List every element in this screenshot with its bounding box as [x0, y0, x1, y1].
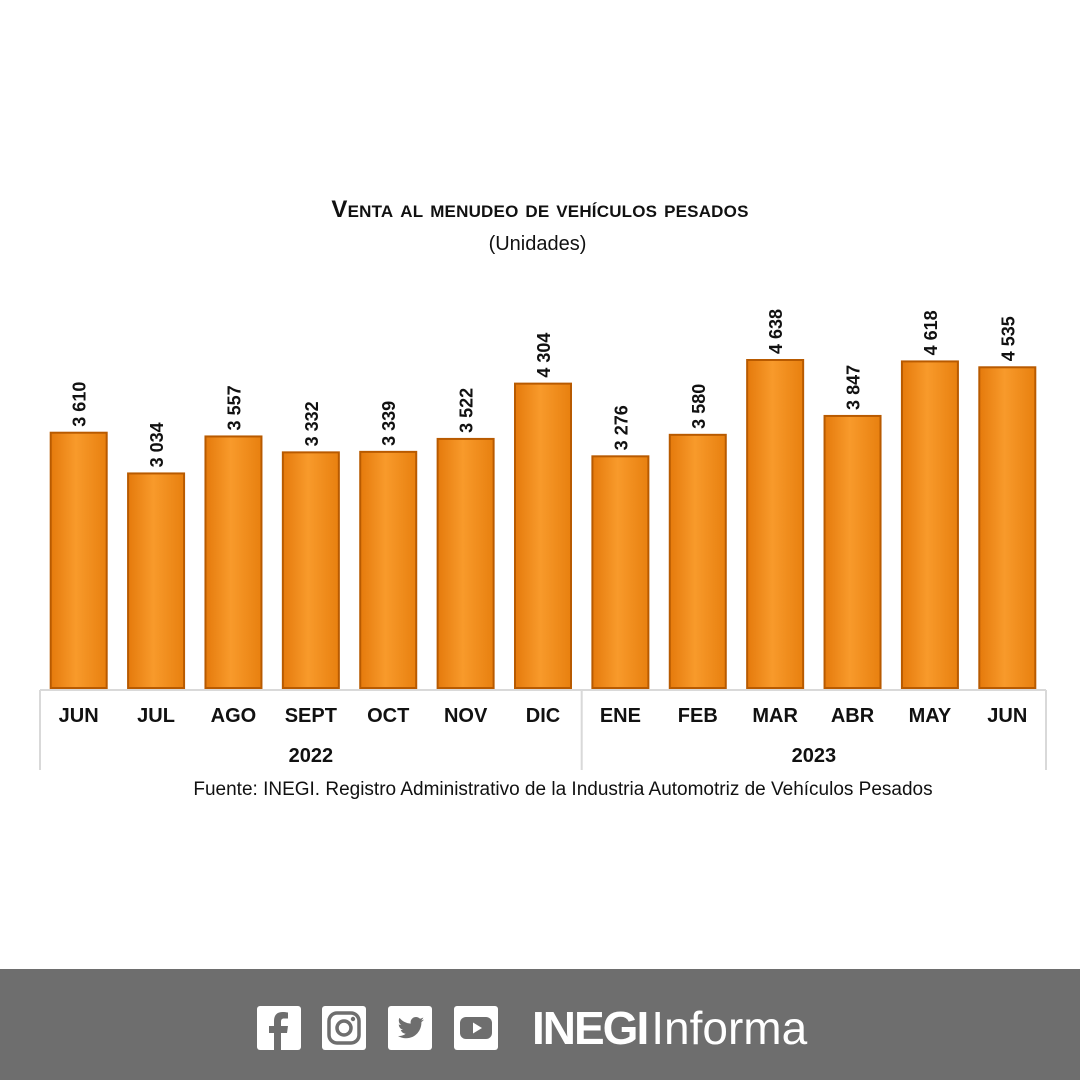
category-label-3: SEPT	[285, 705, 337, 727]
data-label-10: 3 847	[844, 365, 864, 410]
bar-8	[668, 433, 727, 689]
chart-title: Venta al menudeo de vehículos pesados	[331, 196, 749, 223]
data-label-12: 4 535	[998, 316, 1018, 361]
category-label-5: NOV	[444, 705, 488, 727]
inegi-informa-logo: INEGIInforma	[532, 1002, 808, 1054]
source-note: Fuente: INEGI. Registro Administrativo d…	[193, 779, 933, 800]
youtube-icon[interactable]	[454, 1006, 498, 1050]
category-label-8: FEB	[678, 705, 718, 727]
bar-12	[978, 366, 1037, 689]
category-label-11: MAY	[909, 705, 952, 727]
category-label-4: OCT	[367, 705, 409, 727]
category-label-2: AGO	[211, 705, 257, 727]
facebook-icon[interactable]	[257, 1006, 301, 1050]
twitter-icon[interactable]	[388, 1006, 432, 1050]
data-label-6: 4 304	[534, 333, 554, 378]
data-label-7: 3 276	[611, 405, 631, 450]
bar-5	[436, 437, 495, 689]
bar-9	[746, 359, 805, 689]
data-label-1: 3 034	[147, 422, 167, 467]
category-label-7: ENE	[600, 705, 641, 727]
data-label-3: 3 332	[302, 401, 322, 446]
bar-7	[591, 455, 650, 689]
data-label-9: 4 638	[766, 309, 786, 354]
year-label-2022: 2022	[289, 745, 334, 767]
instagram-icon[interactable]	[322, 1006, 366, 1050]
data-label-11: 4 618	[921, 310, 941, 355]
bar-11	[900, 360, 959, 689]
data-label-2: 3 557	[224, 385, 244, 430]
footer-band	[0, 969, 1080, 1080]
bar-0	[49, 431, 108, 689]
category-label-10: ABR	[831, 705, 875, 727]
bar-10	[823, 414, 882, 689]
bar-1	[127, 472, 186, 689]
category-label-12: JUN	[987, 705, 1027, 727]
data-label-4: 3 339	[379, 401, 399, 446]
year-label-2023: 2023	[792, 745, 837, 767]
bar-6	[514, 382, 572, 689]
category-label-9: MAR	[752, 705, 798, 727]
chart-subtitle: (Unidades)	[488, 233, 587, 255]
data-label-5: 3 522	[457, 388, 477, 433]
data-label-8: 3 580	[689, 384, 709, 429]
bar-2	[204, 435, 263, 689]
bar-4	[359, 450, 418, 689]
bar-chart: 3 610 3 034 3 557 3 332 3 339 3 522 4 304 3 276…	[39, 309, 1047, 770]
bar-3	[281, 451, 340, 689]
category-label-6: DIC	[526, 705, 560, 727]
category-label-0: JUN	[59, 705, 99, 727]
category-label-1: JUL	[137, 705, 175, 727]
data-label-0: 3 610	[70, 382, 90, 427]
